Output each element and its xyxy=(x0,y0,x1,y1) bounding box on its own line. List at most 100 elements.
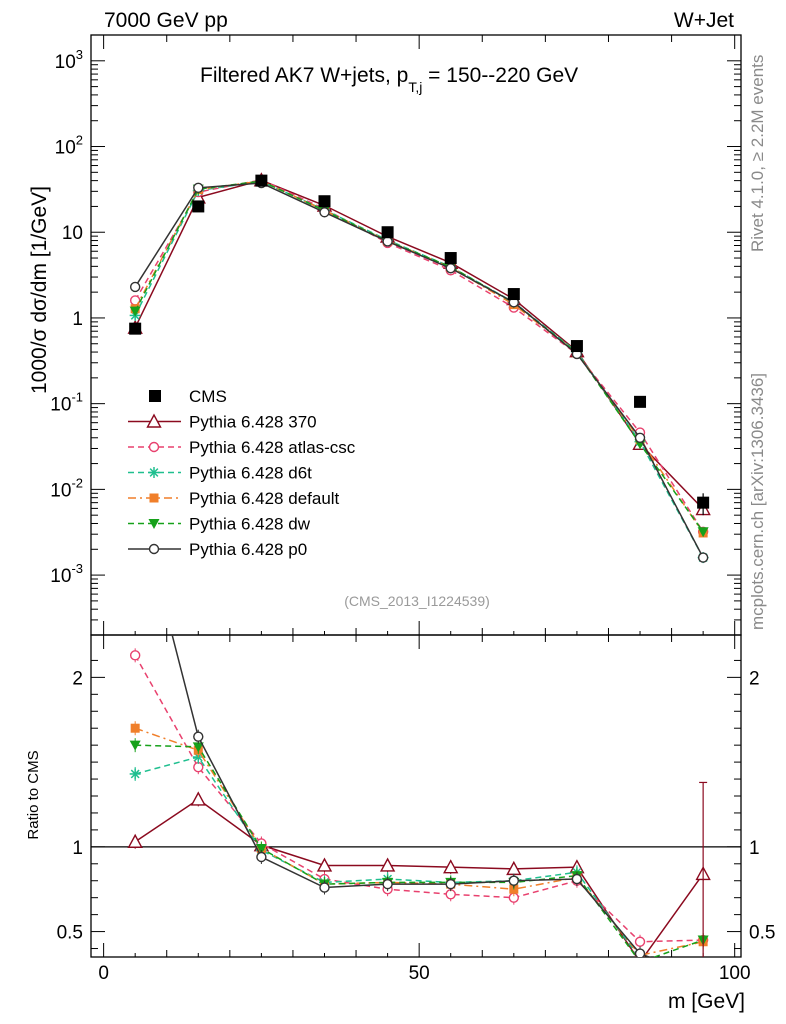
legend-entry-pythia-6-428-370: Pythia 6.428 370 xyxy=(128,413,317,432)
legend-symbol xyxy=(148,441,160,453)
y-tick-label-base: 10 xyxy=(55,138,76,159)
y-tick-label-exp: 2 xyxy=(76,133,83,148)
legend-symbol xyxy=(148,519,160,529)
cms-data-point xyxy=(444,252,457,265)
cms-data-point xyxy=(129,322,142,335)
y-tick-label-exp: -1 xyxy=(71,390,83,405)
legend: CMS Pythia 6.428 370 Pythia 6.428 atlas-cs… xyxy=(128,387,356,559)
series-pythia-6-428-dw-ratio-point xyxy=(255,844,267,855)
x-tick-label: 100 xyxy=(719,963,751,984)
series-pythia-6-428-p0-ratio-point xyxy=(508,875,520,886)
series-pythia-6-428-370-ratio-point xyxy=(127,833,143,848)
series-pythia-6-428-d6t-ratio-point xyxy=(699,973,707,981)
series-pythia-6-428-370-ratio-point xyxy=(190,791,206,806)
series-pythia-6-428-atlas-csc-ratio-point xyxy=(193,761,204,773)
y-tick-label-base: 10 xyxy=(55,52,76,73)
series-pythia-6-428-atlas-csc-ratio-point xyxy=(129,650,141,661)
chart-title-main: Filtered AK7 W+jets, p xyxy=(200,64,408,87)
y-tick-label-exp: -3 xyxy=(71,561,83,576)
series-pythia-6-428-p0-ratio-point xyxy=(319,882,330,893)
legend-entry-pythia-6-428-atlas-csc: Pythia 6.428 atlas-csc xyxy=(128,438,356,457)
chart-title-tail: = 150--220 GeV xyxy=(422,64,578,87)
series-pythia-6-428-p0-point xyxy=(634,432,646,443)
series-pythia-6-428-p0-ratio-point xyxy=(131,486,140,495)
legend-symbol xyxy=(149,390,161,402)
series-pythia-6-428-p0-ratio-point xyxy=(699,973,708,982)
cms-data-point xyxy=(192,200,205,213)
series-pythia-6-428-dw-ratio-point xyxy=(635,958,646,968)
series-pythia-6-428-p0-point xyxy=(129,281,141,293)
ratio-tick-label-right: 0.5 xyxy=(749,923,775,944)
series-pythia-6-428-dw-point xyxy=(129,306,141,317)
ratio-tick-label-left: 2 xyxy=(72,668,83,689)
legend-entry-pythia-6-428-default: Pythia 6.428 default xyxy=(128,489,340,508)
series-pythia-6-428-p0-ratio-point xyxy=(571,873,583,885)
ratio-panel: 0 50 100 0.5 0.5 1 1 2 2 xyxy=(57,486,775,984)
ratio-tick-label-right: 1 xyxy=(749,838,760,859)
cms-data-point xyxy=(255,174,268,187)
series-pythia-6-428-d6t-ratio-point xyxy=(699,973,707,981)
series-pythia-6-428-p0-point xyxy=(382,236,393,247)
legend-label: Pythia 6.428 atlas-csc xyxy=(189,438,356,457)
series-pythia-6-428-370-ratio-point xyxy=(316,857,333,872)
legend-symbol xyxy=(146,413,162,428)
x-axis-label: m [GeV] xyxy=(668,990,745,1013)
series-pythia-6-428-p0-ratio-point xyxy=(256,851,267,863)
y-tick-label: 10-3 xyxy=(50,561,83,587)
legend-label: Pythia 6.428 d6t xyxy=(189,464,312,483)
legend-label: Pythia 6.428 p0 xyxy=(189,540,307,559)
series-pythia-6-428-dw-ratio-point xyxy=(192,742,204,753)
series-pythia-6-428-p0-ratio-point xyxy=(445,878,456,890)
series-pythia-6-428-p0-ratio-point xyxy=(634,948,646,957)
x-tick-label: 50 xyxy=(409,963,430,984)
series-pythia-6-428-p0-ratio-line xyxy=(171,635,652,957)
series-pythia-6-428-370-ratio-point xyxy=(379,857,396,872)
y-tick-label: 10 xyxy=(62,223,83,244)
series-pythia-6-428-p0-point xyxy=(445,263,456,274)
legend-entry-cms: CMS xyxy=(149,387,227,406)
rivet-version-label: Rivet 4.1.0, ≥ 2.2M events xyxy=(748,55,767,252)
y-tick-label: 103 xyxy=(55,47,83,73)
series-pythia-6-428-p0-point xyxy=(193,182,204,193)
cms-data-point xyxy=(570,340,583,353)
mcplots-label: mcplots.cern.ch [arXiv:1306.3436] xyxy=(748,373,767,630)
series-pythia-6-428-p0-line xyxy=(134,182,704,558)
legend-symbol xyxy=(148,543,160,555)
y-tick-label: 10-2 xyxy=(50,475,83,501)
cms-data-point xyxy=(634,395,647,408)
ratio-tick-label-left: 1 xyxy=(72,838,83,859)
y-tick-label-exp: 3 xyxy=(76,47,83,62)
y-axis-label: 1000/σ dσ/dm [1/GeV] xyxy=(28,186,51,394)
series-pythia-6-428-atlas-csc-ratio-point xyxy=(445,889,456,900)
series-pythia-6-428-p0-ratio-point xyxy=(382,878,393,890)
y-tick-label-base: 10 xyxy=(50,480,71,501)
series-pythia-6-428-dw-point xyxy=(697,527,709,538)
analysis-tag: (CMS_2013_I1224539) xyxy=(344,593,490,609)
cms-data-point xyxy=(381,226,394,239)
series-pythia-6-428-p0-ratio-point xyxy=(193,731,204,742)
legend-label: Pythia 6.428 370 xyxy=(189,413,317,432)
chart-title-subscript: T,j xyxy=(408,79,422,95)
y-tick-label: 102 xyxy=(55,133,83,159)
y-tick-label: 1 xyxy=(72,309,83,330)
series-pythia-6-428-default-ratio-point xyxy=(130,723,140,733)
series-pythia-6-428-370-line xyxy=(134,179,704,510)
main-plot-area xyxy=(127,172,711,564)
ratio-frame xyxy=(90,634,742,958)
y-tick-label: 10-1 xyxy=(50,390,83,416)
y-tick-label-base: 10 xyxy=(50,395,71,416)
chart-title: Filtered AK7 W+jets, pT,j = 150--220 GeV xyxy=(200,64,578,95)
series-pythia-6-428-370-ratio-point xyxy=(443,859,459,874)
legend-label: Pythia 6.428 default xyxy=(189,489,340,508)
series-pythia-6-428-p0-point xyxy=(697,552,709,563)
ratio-plot-area xyxy=(127,486,711,982)
series-pythia-6-428-p0-point xyxy=(319,207,330,218)
series-pythia-6-428-d6t-ratio-point xyxy=(130,769,140,779)
ratio-y-axis-label: Ratio to CMS xyxy=(25,750,42,839)
y-tick-label-base: 10 xyxy=(50,566,71,587)
cms-data-point xyxy=(318,195,331,208)
legend-label: Pythia 6.428 dw xyxy=(189,515,311,534)
series-pythia-6-428-atlas-csc-ratio-line xyxy=(134,654,704,943)
